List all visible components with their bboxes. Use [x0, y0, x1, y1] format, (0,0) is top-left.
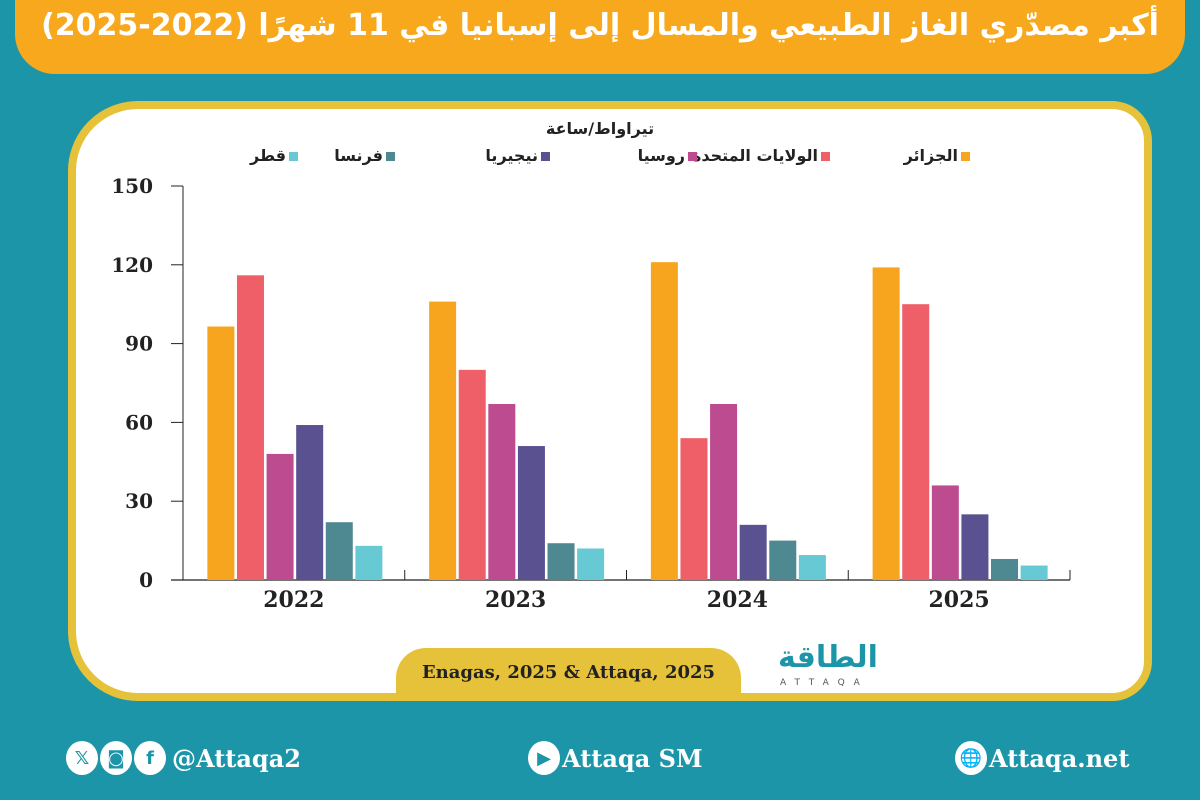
y-tick-label: 90: [125, 332, 153, 356]
bar-2022-0: [207, 326, 235, 580]
legend-label: روسيا: [637, 146, 685, 165]
bar-2025-0: [872, 267, 900, 580]
bar-2025-1: [902, 304, 930, 580]
social-links: 𝕏 ◙ f @Attaqa2: [66, 740, 301, 776]
facebook-icon[interactable]: f: [134, 741, 166, 775]
bar-2024-3: [739, 524, 767, 580]
bar-2022-2: [266, 453, 294, 580]
legend-label: قطر: [249, 146, 286, 165]
legend-swatch: [688, 152, 697, 161]
youtube-channel: Attaqa SM: [562, 743, 703, 773]
x-tick-label: 2023: [485, 587, 546, 613]
bar-2022-4: [325, 522, 353, 580]
globe-icon: 🌐: [955, 741, 987, 775]
social-handle[interactable]: @Attaqa2: [172, 743, 301, 773]
bar-2024-0: [650, 262, 678, 580]
legend-item: روسيا: [638, 146, 697, 165]
attaqa-logo: الطاقة ATTAQA: [778, 640, 928, 690]
instagram-icon[interactable]: ◙: [100, 741, 132, 775]
legend-item: نيجيريا: [485, 146, 550, 165]
y-tick-label: 60: [125, 410, 153, 434]
legend-item: الولايات المتحدة: [692, 146, 830, 165]
bar-2023-5: [577, 548, 605, 580]
y-axis-unit-label: تيراواط/ساعة: [545, 119, 655, 138]
chart-title: أكبر مصدّري الغاز الطبيعي والمسال إلى إس…: [41, 8, 1159, 43]
bar-2022-5: [355, 545, 383, 580]
bar-2023-4: [547, 543, 575, 580]
bar-2024-1: [680, 438, 708, 580]
bar-2025-3: [961, 514, 989, 580]
legend-item: قطر: [250, 146, 298, 165]
source-label: Enagas, 2025 & Attaqa, 2025: [396, 648, 741, 693]
y-tick-label: 0: [139, 568, 153, 592]
legend-label: الجزائر: [903, 146, 958, 165]
legend-item: الجزائر: [904, 146, 970, 165]
youtube-icon: ▶: [528, 741, 560, 775]
bar-2022-3: [296, 425, 324, 580]
website-url: Attaqa.net: [989, 743, 1130, 773]
legend-swatch: [386, 152, 395, 161]
bar-2023-3: [517, 446, 545, 580]
x-tick-label: 2025: [929, 587, 990, 613]
bar-2024-5: [798, 555, 826, 580]
website-link[interactable]: 🌐 Attaqa.net: [955, 740, 1129, 776]
bar-2023-0: [429, 301, 457, 580]
title-bar: أكبر مصدّري الغاز الطبيعي والمسال إلى إس…: [15, 0, 1185, 74]
x-icon[interactable]: 𝕏: [66, 741, 98, 775]
logo-latin: ATTAQA: [780, 678, 869, 688]
bar-2024-4: [769, 540, 797, 580]
bar-2025-5: [1020, 565, 1048, 580]
x-tick-label: 2024: [707, 587, 768, 613]
bar-2023-2: [488, 404, 516, 580]
legend-item: فرنسا: [334, 146, 395, 165]
bar-2023-1: [458, 369, 486, 580]
legend-swatch: [961, 152, 970, 161]
legend-label: الولايات المتحدة: [691, 146, 818, 165]
legend-swatch: [289, 152, 298, 161]
legend-swatch: [821, 152, 830, 161]
bar-2025-4: [991, 558, 1019, 580]
legend-label: نيجيريا: [485, 146, 538, 165]
y-tick-label: 30: [125, 489, 153, 513]
logo-arabic: الطاقة: [778, 640, 878, 675]
x-tick-label: 2022: [263, 587, 324, 613]
bar-2024-2: [710, 404, 738, 580]
bar-2025-2: [931, 485, 959, 580]
legend-label: فرنسا: [334, 146, 383, 165]
y-tick-label: 150: [111, 174, 153, 198]
y-tick-label: 120: [111, 253, 153, 277]
bar-2022-1: [236, 275, 264, 580]
youtube-link[interactable]: ▶ Attaqa SM: [528, 740, 703, 776]
legend-swatch: [541, 152, 550, 161]
